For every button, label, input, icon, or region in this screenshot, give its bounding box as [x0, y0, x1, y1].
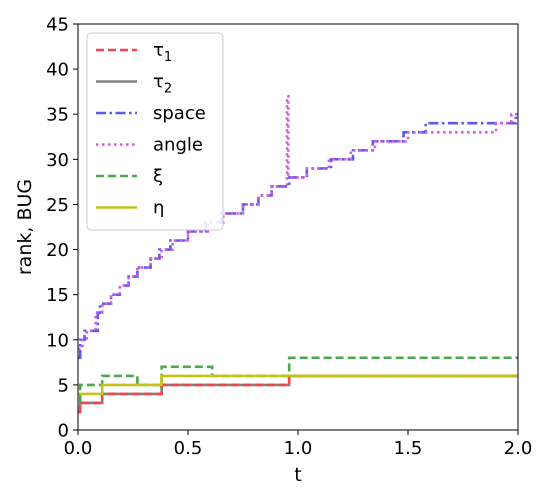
legend-label: space: [153, 103, 206, 124]
legend-label: η: [153, 198, 164, 219]
legend-label: ξ: [153, 166, 163, 187]
series-line-6: [78, 374, 518, 396]
x-tick-label: 0.5: [174, 438, 203, 459]
legend-label: angle: [153, 135, 203, 156]
y-axis-ticks: 0 5 10 15 20 25 30 35 40 45: [46, 15, 78, 442]
y-tick-label: 40: [46, 60, 69, 81]
x-tick-label: 1.0: [284, 438, 313, 459]
y-tick-label: 10: [46, 330, 69, 351]
x-tick-label: 1.5: [394, 438, 423, 459]
y-tick-label: 25: [46, 195, 69, 216]
y-tick-label: 30: [46, 150, 69, 171]
y-tick-label: 5: [58, 375, 69, 396]
y-tick-label: 15: [46, 285, 69, 306]
x-axis-ticks: 0.0 0.5 1.0 1.5 2.0: [64, 430, 533, 459]
series-line-2: [78, 94, 518, 351]
x-tick-label: 0.0: [64, 438, 93, 459]
y-tick-label: 20: [46, 240, 69, 261]
series-line-5: [78, 374, 518, 414]
x-tick-label: 2.0: [504, 438, 533, 459]
y-tick-label: 45: [46, 15, 69, 36]
x-axis-label: t: [294, 464, 301, 486]
y-tick-label: 35: [46, 105, 69, 126]
y-tick-label: 0: [58, 421, 69, 442]
y-axis-label: rank, BUG: [14, 179, 36, 275]
